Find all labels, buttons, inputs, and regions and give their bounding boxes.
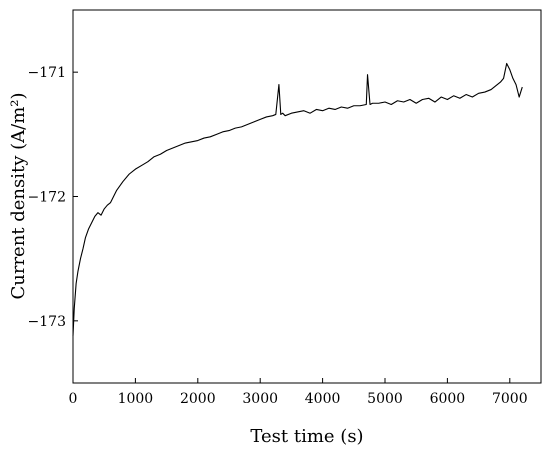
y-axis-title: Current density (A/m²) (8, 92, 29, 299)
y-tick-label: −171 (28, 65, 66, 81)
current-density-series-line (72, 62, 523, 336)
y-axis-ticks: −173 −172 −171 (28, 65, 78, 330)
x-tick-label: 6000 (430, 391, 466, 407)
y-tick-label: −172 (28, 190, 66, 206)
x-axis-title: Test time (s) (250, 426, 363, 447)
y-tick-label: −173 (28, 314, 66, 330)
x-tick-label: 5000 (367, 391, 403, 407)
plot-frame (72, 9, 542, 384)
x-tick-label: 0 (69, 391, 78, 407)
x-tick-label: 3000 (242, 391, 278, 407)
x-tick-label: 7000 (492, 391, 528, 407)
x-tick-label: 2000 (180, 391, 216, 407)
x-axis-ticks: 0 1000 2000 3000 4000 5000 6000 7000 (69, 378, 528, 407)
x-tick-label: 1000 (118, 391, 154, 407)
x-tick-label: 4000 (305, 391, 341, 407)
